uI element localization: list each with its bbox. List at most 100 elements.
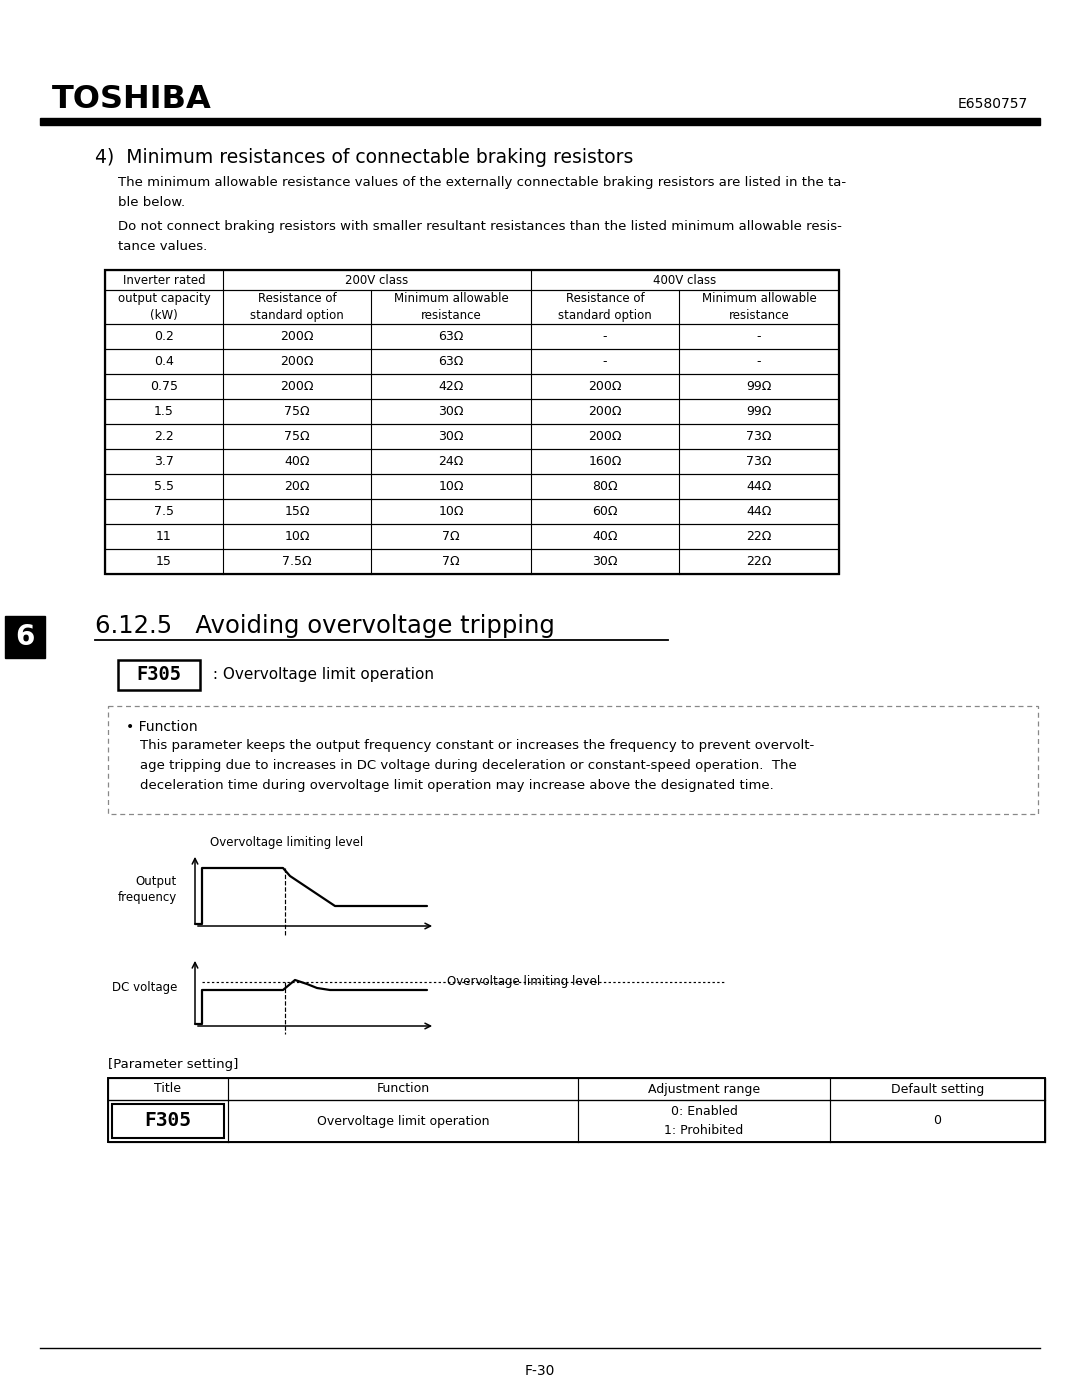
Bar: [105, 324, 839, 349]
Bar: [105, 270, 839, 291]
Text: 3.7: 3.7: [154, 455, 174, 468]
Text: Output
frequency: Output frequency: [118, 876, 177, 904]
Text: F-30: F-30: [525, 1363, 555, 1377]
Text: 7.5Ω: 7.5Ω: [282, 555, 312, 569]
Text: Default setting: Default setting: [891, 1083, 984, 1095]
Text: 2.2: 2.2: [154, 430, 174, 443]
Text: Adjustment range: Adjustment range: [648, 1083, 760, 1095]
Text: 22Ω: 22Ω: [746, 529, 772, 543]
Text: 42Ω: 42Ω: [438, 380, 463, 393]
Text: 10Ω: 10Ω: [438, 481, 463, 493]
Text: 60Ω: 60Ω: [592, 504, 618, 518]
Bar: [112, 1104, 224, 1139]
Text: 200Ω: 200Ω: [280, 355, 314, 367]
Text: The minimum allowable resistance values of the externally connectable braking re: The minimum allowable resistance values …: [118, 176, 846, 208]
Text: 73Ω: 73Ω: [746, 430, 772, 443]
Text: 10Ω: 10Ω: [438, 504, 463, 518]
Text: 75Ω: 75Ω: [284, 430, 310, 443]
Text: Minimum allowable
resistance: Minimum allowable resistance: [393, 292, 509, 321]
Text: 160Ω: 160Ω: [589, 455, 622, 468]
Text: 99Ω: 99Ω: [746, 405, 772, 418]
Bar: [108, 1099, 1045, 1141]
Bar: [105, 549, 839, 574]
Text: 24Ω: 24Ω: [438, 455, 463, 468]
Text: 200Ω: 200Ω: [589, 405, 622, 418]
Text: [Parameter setting]: [Parameter setting]: [108, 1058, 239, 1071]
Bar: [5, 616, 45, 658]
Bar: [105, 499, 839, 524]
Text: Title: Title: [154, 1083, 181, 1095]
Text: Resistance of
standard option: Resistance of standard option: [251, 292, 343, 321]
Text: output capacity
(kW): output capacity (kW): [118, 292, 211, 321]
Text: 0: 0: [933, 1115, 942, 1127]
Text: 11: 11: [157, 529, 172, 543]
Text: 99Ω: 99Ω: [746, 380, 772, 393]
Bar: [108, 1078, 1045, 1099]
Text: 30Ω: 30Ω: [438, 405, 463, 418]
Text: DC voltage: DC voltage: [111, 982, 177, 995]
Text: 30Ω: 30Ω: [592, 555, 618, 569]
Text: E6580757: E6580757: [958, 96, 1028, 110]
Text: 0.2: 0.2: [154, 330, 174, 344]
Text: -: -: [757, 330, 761, 344]
Text: 0.4: 0.4: [154, 355, 174, 367]
Text: This parameter keeps the output frequency constant or increases the frequency to: This parameter keeps the output frequenc…: [140, 739, 814, 792]
Text: Do not connect braking resistors with smaller resultant resistances than the lis: Do not connect braking resistors with sm…: [118, 219, 842, 253]
Text: 200Ω: 200Ω: [280, 330, 314, 344]
Text: 20Ω: 20Ω: [284, 481, 310, 493]
Text: 73Ω: 73Ω: [746, 455, 772, 468]
Text: 0: Enabled
1: Prohibited: 0: Enabled 1: Prohibited: [664, 1105, 744, 1137]
Text: 30Ω: 30Ω: [438, 430, 463, 443]
Text: 200V class: 200V class: [346, 274, 408, 286]
Bar: [118, 659, 200, 690]
Text: 4)  Minimum resistances of connectable braking resistors: 4) Minimum resistances of connectable br…: [95, 148, 633, 168]
Text: 5.5: 5.5: [154, 481, 174, 493]
Text: Resistance of
standard option: Resistance of standard option: [558, 292, 652, 321]
Text: Overvoltage limit operation: Overvoltage limit operation: [316, 1115, 489, 1127]
Text: Overvoltage limiting level: Overvoltage limiting level: [210, 835, 363, 849]
Text: 200Ω: 200Ω: [589, 380, 622, 393]
Text: 1.5: 1.5: [154, 405, 174, 418]
Text: 200Ω: 200Ω: [589, 430, 622, 443]
Text: 400V class: 400V class: [653, 274, 717, 286]
Text: • Function: • Function: [126, 719, 198, 733]
Text: 15: 15: [157, 555, 172, 569]
Text: 0.75: 0.75: [150, 380, 178, 393]
Text: Overvoltage limiting level: Overvoltage limiting level: [447, 975, 600, 989]
Text: -: -: [603, 330, 607, 344]
Text: 44Ω: 44Ω: [746, 481, 772, 493]
Bar: [105, 349, 839, 374]
Bar: [108, 1078, 1045, 1141]
Bar: [108, 705, 1038, 814]
Text: Function: Function: [377, 1083, 430, 1095]
Text: 6: 6: [15, 623, 35, 651]
Text: F305: F305: [136, 665, 181, 685]
Text: 6.12.5   Avoiding overvoltage tripping: 6.12.5 Avoiding overvoltage tripping: [95, 615, 555, 638]
Text: Minimum allowable
resistance: Minimum allowable resistance: [702, 292, 816, 321]
Text: Inverter rated: Inverter rated: [123, 274, 205, 286]
Bar: [105, 270, 839, 574]
Text: 7Ω: 7Ω: [442, 529, 460, 543]
Text: 7Ω: 7Ω: [442, 555, 460, 569]
Text: F305: F305: [145, 1112, 191, 1130]
Text: 75Ω: 75Ω: [284, 405, 310, 418]
Bar: [105, 425, 839, 448]
Bar: [105, 291, 839, 324]
Bar: [105, 374, 839, 400]
Bar: [40, 117, 1040, 124]
Text: 15Ω: 15Ω: [284, 504, 310, 518]
Text: 40Ω: 40Ω: [284, 455, 310, 468]
Text: 22Ω: 22Ω: [746, 555, 772, 569]
Text: 63Ω: 63Ω: [438, 330, 463, 344]
Bar: [105, 474, 839, 499]
Text: 63Ω: 63Ω: [438, 355, 463, 367]
Text: -: -: [603, 355, 607, 367]
Text: 10Ω: 10Ω: [284, 529, 310, 543]
Text: 7.5: 7.5: [154, 504, 174, 518]
Text: 40Ω: 40Ω: [592, 529, 618, 543]
Text: 44Ω: 44Ω: [746, 504, 772, 518]
Text: : Overvoltage limit operation: : Overvoltage limit operation: [208, 668, 434, 683]
Text: -: -: [757, 355, 761, 367]
Bar: [105, 448, 839, 474]
Text: 200Ω: 200Ω: [280, 380, 314, 393]
